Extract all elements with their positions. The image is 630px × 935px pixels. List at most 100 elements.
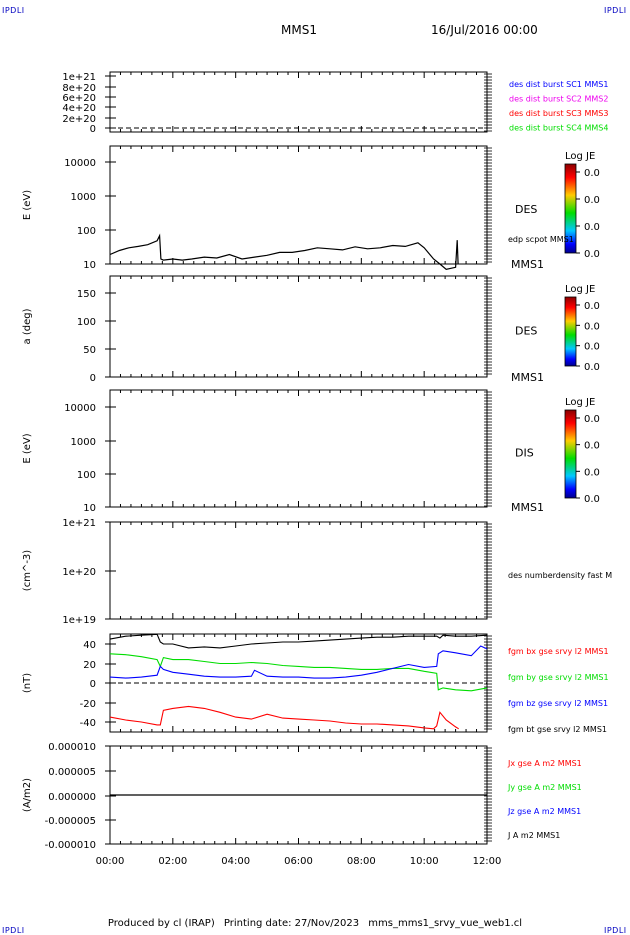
- legend-entry: des dist burst SC1 MMS1: [509, 80, 608, 89]
- instrument-label: DIS: [515, 447, 534, 460]
- x-tick-label: 08:00: [347, 856, 376, 867]
- panel-frame: [109, 71, 488, 133]
- series-line-fgm-bt-gse-srvy-l2-MMS1: [109, 633, 488, 649]
- y-axis-label: E (eV): [22, 433, 33, 463]
- legend-entry: Jx gse A m2 MMS1: [507, 759, 582, 768]
- y-tick-label: -0.000005: [45, 816, 96, 827]
- colorbar-tick-label: 0.0: [584, 168, 600, 179]
- y-tick-label: 0.000000: [48, 792, 96, 803]
- y-tick-label: 1e+21: [62, 72, 96, 83]
- y-tick-label: 20: [83, 660, 96, 671]
- spacecraft-title: MMS1: [281, 23, 317, 37]
- corner-label-top-left: IPDLI: [2, 6, 25, 15]
- x-tick-label: 06:00: [284, 856, 313, 867]
- panel-frame: [109, 389, 488, 508]
- y-tick-label: 8e+20: [62, 83, 96, 94]
- panel-frame: [109, 521, 488, 620]
- legend-entry: des numberdensity fast M: [508, 571, 612, 580]
- y-tick-label: -40: [80, 718, 96, 729]
- corner-label-bottom-left: IPDLI: [2, 926, 25, 935]
- colorbar-tick-label: 0.0: [584, 249, 600, 260]
- y-axis-label: (cm^-3): [22, 550, 33, 591]
- spacecraft-label: MMS1: [511, 258, 544, 271]
- x-tick-label: 04:00: [221, 856, 250, 867]
- y-tick-label: 1e+21: [62, 518, 96, 529]
- spacecraft-label: MMS1: [511, 371, 544, 384]
- y-tick-label: 0: [90, 124, 96, 135]
- colorbar-tick-label: 0.0: [584, 414, 600, 425]
- instrument-label: DES: [515, 325, 537, 338]
- y-tick-label: 40: [83, 640, 96, 651]
- x-tick-label: 00:00: [96, 856, 125, 867]
- colorbar-title: Log JE: [565, 284, 595, 295]
- series-line-edp-scpot-MMS1: [109, 233, 459, 270]
- legend-entry: J A m2 MMS1: [507, 831, 560, 840]
- instrument-label: DES: [515, 203, 537, 216]
- colorbar: [564, 409, 577, 499]
- y-tick-label: 10000: [64, 158, 96, 169]
- legend-entry: fgm bt gse srvy l2 MMS1: [508, 725, 607, 734]
- y-axis-label: E (eV): [22, 190, 33, 220]
- colorbar-tick-label: 0.0: [584, 342, 600, 353]
- y-tick-label: 0: [90, 679, 96, 690]
- panel-frame: [109, 145, 488, 265]
- legend-entry: fgm bx gse srvy l2 MMS1: [508, 647, 609, 656]
- colorbar-title: Log JE: [565, 151, 595, 162]
- date-title: 16/Jul/2016 00:00: [431, 23, 538, 37]
- y-tick-label: 0.000010: [48, 742, 96, 753]
- footer: Produced by cl (IRAP) Printing date: 27/…: [0, 918, 630, 929]
- x-tick-label: 10:00: [410, 856, 439, 867]
- y-tick-label: 50: [83, 345, 96, 356]
- y-tick-label: 100: [77, 226, 96, 237]
- y-tick-label: 0.000005: [48, 767, 96, 778]
- legend-entry: des dist burst SC2 MMS2: [509, 95, 608, 104]
- y-tick-label: 1e+19: [62, 615, 96, 626]
- y-tick-label: 1000: [71, 192, 96, 203]
- colorbar-tick-label: 0.0: [584, 362, 600, 373]
- legend-entry: des dist burst SC4 MMS4: [509, 124, 608, 133]
- colorbar-tick-label: 0.0: [584, 222, 600, 233]
- overlay-label: edp scpot MMS1: [508, 235, 574, 244]
- footer-produced-by: Produced by cl (IRAP): [107, 918, 215, 929]
- series-line-fgm-by-gse-srvy-l2-MMS1: [109, 653, 488, 692]
- colorbar-tick-label: 0.0: [584, 195, 600, 206]
- y-axis-label: (A/m2): [22, 778, 33, 812]
- y-tick-label: 10: [83, 503, 96, 514]
- colorbar: [564, 296, 577, 367]
- y-tick-label: 4e+20: [62, 103, 96, 114]
- series-line-fgm-bx-gse-srvy-l2-MMS1: [109, 705, 459, 730]
- y-tick-label: 1e+20: [62, 567, 96, 578]
- x-tick-label: 12:00: [473, 856, 502, 867]
- y-tick-label: 150: [77, 289, 96, 300]
- panel-frame: [109, 275, 488, 378]
- y-tick-label: 2e+20: [62, 114, 96, 125]
- x-tick-label: 02:00: [158, 856, 187, 867]
- legend-entry: des dist burst SC3 MMS3: [509, 109, 608, 118]
- y-axis-label: a (deg): [22, 308, 33, 344]
- footer-printing-date: Printing date: 27/Nov/2023: [223, 918, 360, 929]
- legend-entry: fgm bz gse srvy l2 MMS1: [508, 699, 608, 708]
- footer-file-name: mms_mms1_srvy_vue_web1.cl: [368, 918, 523, 929]
- colorbar-tick-label: 0.0: [584, 321, 600, 332]
- y-tick-label: 6e+20: [62, 93, 96, 104]
- colorbar-title: Log JE: [565, 397, 595, 408]
- colorbar-tick-label: 0.0: [584, 301, 600, 312]
- corner-label-bottom-right: IPDLI: [604, 926, 627, 935]
- y-tick-label: 10: [83, 260, 96, 271]
- legend-entry: Jz gse A m2 MMS1: [507, 807, 581, 816]
- y-tick-label: 0: [90, 373, 96, 384]
- y-tick-label: 10000: [64, 403, 96, 414]
- colorbar-tick-label: 0.0: [584, 494, 600, 505]
- series-line-fgm-bz-gse-srvy-l2-MMS1: [109, 645, 488, 679]
- spacecraft-label: MMS1: [511, 501, 544, 514]
- y-tick-label: 100: [77, 317, 96, 328]
- colorbar-tick-label: 0.0: [584, 441, 600, 452]
- y-tick-label: 1000: [71, 437, 96, 448]
- corner-label-top-right: IPDLI: [604, 6, 627, 15]
- legend-entry: Jy gse A m2 MMS1: [507, 783, 582, 792]
- colorbar-tick-label: 0.0: [584, 467, 600, 478]
- y-axis-label: (nT): [22, 673, 33, 693]
- colorbar: [564, 163, 577, 254]
- legend-entry: fgm by gse srvy l2 MMS1: [508, 673, 609, 682]
